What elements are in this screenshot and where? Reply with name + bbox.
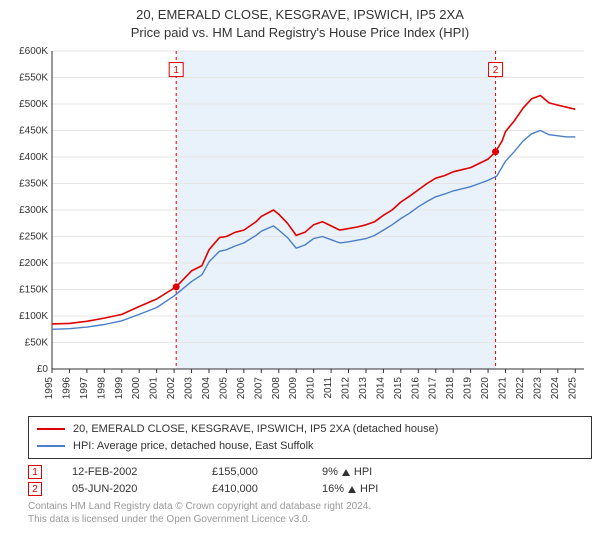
sale-row: 2 05-JUN-2020 £410,000 16% HPI (28, 482, 592, 496)
svg-text:1998: 1998 (96, 377, 107, 400)
svg-text:£250K: £250K (19, 232, 48, 243)
sale-diff-suffix: HPI (360, 483, 378, 495)
arrow-up-icon (342, 469, 350, 476)
svg-text:2007: 2007 (253, 377, 264, 400)
svg-text:£450K: £450K (19, 126, 48, 137)
svg-text:2025: 2025 (567, 377, 578, 400)
legend-item: 20, EMERALD CLOSE, KESGRAVE, IPSWICH, IP… (37, 421, 583, 438)
chart-title: 20, EMERALD CLOSE, KESGRAVE, IPSWICH, IP… (0, 0, 600, 41)
svg-text:2000: 2000 (131, 377, 142, 400)
svg-text:2015: 2015 (393, 377, 404, 400)
svg-text:£0: £0 (37, 364, 49, 375)
sale-diff: 9% HPI (322, 466, 372, 478)
sale-marker-badge: 1 (28, 465, 42, 479)
svg-text:£500K: £500K (19, 99, 48, 110)
svg-text:2022: 2022 (515, 377, 526, 400)
svg-text:2024: 2024 (550, 377, 561, 400)
legend-item: HPI: Average price, detached house, East… (37, 438, 583, 455)
sale-diff-suffix: HPI (354, 466, 372, 478)
svg-text:£150K: £150K (19, 285, 48, 296)
svg-text:2018: 2018 (445, 377, 456, 400)
legend-swatch (37, 428, 65, 430)
svg-text:1999: 1999 (114, 377, 125, 400)
legend-label: 20, EMERALD CLOSE, KESGRAVE, IPSWICH, IP… (73, 421, 438, 438)
svg-text:£550K: £550K (19, 73, 48, 84)
svg-text:2011: 2011 (323, 377, 334, 399)
sale-price: £155,000 (212, 466, 292, 478)
svg-text:2010: 2010 (306, 377, 317, 400)
arrow-up-icon (348, 486, 356, 493)
svg-text:2014: 2014 (375, 377, 386, 400)
footer-line-1: Contains HM Land Registry data © Crown c… (28, 500, 592, 513)
sales-table: 1 12-FEB-2002 £155,000 9% HPI 2 05-JUN-2020 £41… (28, 465, 592, 496)
sale-diff-pct: 16% (322, 483, 344, 495)
title-line-1: 20, EMERALD CLOSE, KESGRAVE, IPSWICH, IP… (0, 6, 600, 24)
svg-text:2023: 2023 (532, 377, 543, 400)
svg-text:£400K: £400K (19, 152, 48, 163)
title-line-2: Price paid vs. HM Land Registry's House … (0, 24, 600, 42)
svg-text:2004: 2004 (201, 377, 212, 400)
svg-text:2008: 2008 (271, 377, 282, 400)
svg-text:£100K: £100K (19, 311, 48, 322)
svg-text:2021: 2021 (498, 377, 509, 400)
svg-text:£50K: £50K (25, 338, 49, 349)
svg-text:2012: 2012 (341, 377, 352, 400)
svg-text:£350K: £350K (19, 179, 48, 190)
svg-text:2009: 2009 (288, 377, 299, 400)
svg-text:2002: 2002 (166, 377, 177, 400)
svg-text:2003: 2003 (184, 377, 195, 400)
svg-text:2005: 2005 (218, 377, 229, 400)
svg-text:2016: 2016 (410, 377, 421, 400)
root: 20, EMERALD CLOSE, KESGRAVE, IPSWICH, IP… (0, 0, 600, 560)
svg-text:2001: 2001 (149, 377, 160, 400)
svg-text:2020: 2020 (480, 377, 491, 400)
legend-label: HPI: Average price, detached house, East… (73, 438, 314, 455)
legend: 20, EMERALD CLOSE, KESGRAVE, IPSWICH, IP… (28, 416, 592, 459)
sale-row: 1 12-FEB-2002 £155,000 9% HPI (28, 465, 592, 479)
svg-text:2006: 2006 (236, 377, 247, 400)
svg-text:1995: 1995 (44, 377, 55, 400)
svg-text:2: 2 (493, 65, 499, 76)
sale-date: 05-JUN-2020 (72, 483, 182, 495)
svg-text:2017: 2017 (428, 377, 439, 400)
sale-price: £410,000 (212, 483, 292, 495)
footer: Contains HM Land Registry data © Crown c… (28, 500, 592, 526)
sale-diff-pct: 9% (322, 466, 338, 478)
svg-text:£600K: £600K (19, 46, 48, 57)
svg-text:1: 1 (173, 65, 179, 76)
svg-text:2013: 2013 (358, 377, 369, 400)
sale-marker-badge: 2 (28, 482, 42, 496)
svg-text:2019: 2019 (463, 377, 474, 400)
sale-date: 12-FEB-2002 (72, 466, 182, 478)
svg-text:£200K: £200K (19, 258, 48, 269)
chart: £0 £50K £100K £150K £200K £250K £300K £350K £400… (8, 45, 592, 410)
svg-text:1996: 1996 (61, 377, 72, 400)
footer-line-2: This data is licensed under the Open Gov… (28, 513, 592, 526)
chart-svg: £0 £50K £100K £150K £200K £250K £300K £350K £400… (8, 45, 592, 405)
legend-swatch (37, 445, 65, 447)
svg-text:£300K: £300K (19, 205, 48, 216)
sale-diff: 16% HPI (322, 483, 378, 495)
svg-text:1997: 1997 (79, 377, 90, 400)
